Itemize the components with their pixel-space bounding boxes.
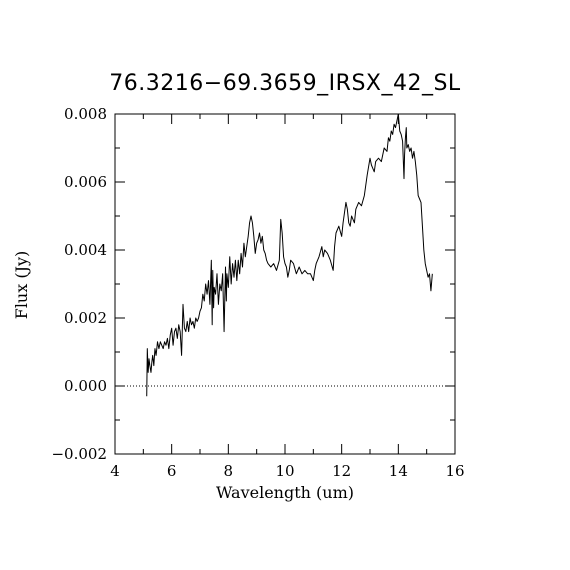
- x-tick-label: 10: [275, 462, 294, 480]
- y-tick-label: 0.002: [64, 309, 107, 327]
- x-tick-label: 16: [445, 462, 464, 480]
- y-tick-label: 0.006: [64, 173, 107, 191]
- x-tick-label: 6: [167, 462, 177, 480]
- x-tick-label: 4: [110, 462, 120, 480]
- spectrum-line: [146, 113, 433, 397]
- y-tick-label: 0.004: [64, 241, 107, 259]
- x-tick-label: 8: [224, 462, 234, 480]
- y-tick-label: 0.008: [64, 105, 107, 123]
- y-axis-label: Flux (Jy): [12, 251, 31, 320]
- x-tick-label: 12: [332, 462, 351, 480]
- chart-title: 76.3216−69.3659_IRSX_42_SL: [109, 71, 461, 96]
- y-tick-label: 0.000: [64, 377, 107, 395]
- y-tick-label: −0.002: [51, 445, 107, 463]
- plot-area: 4 6 8 10 12 14 16 −0.002 0.000 0.002 0.004 0.006 0.0…: [51, 105, 464, 480]
- x-axis-label: Wavelength (um): [216, 483, 354, 502]
- x-tick-label: 14: [389, 462, 408, 480]
